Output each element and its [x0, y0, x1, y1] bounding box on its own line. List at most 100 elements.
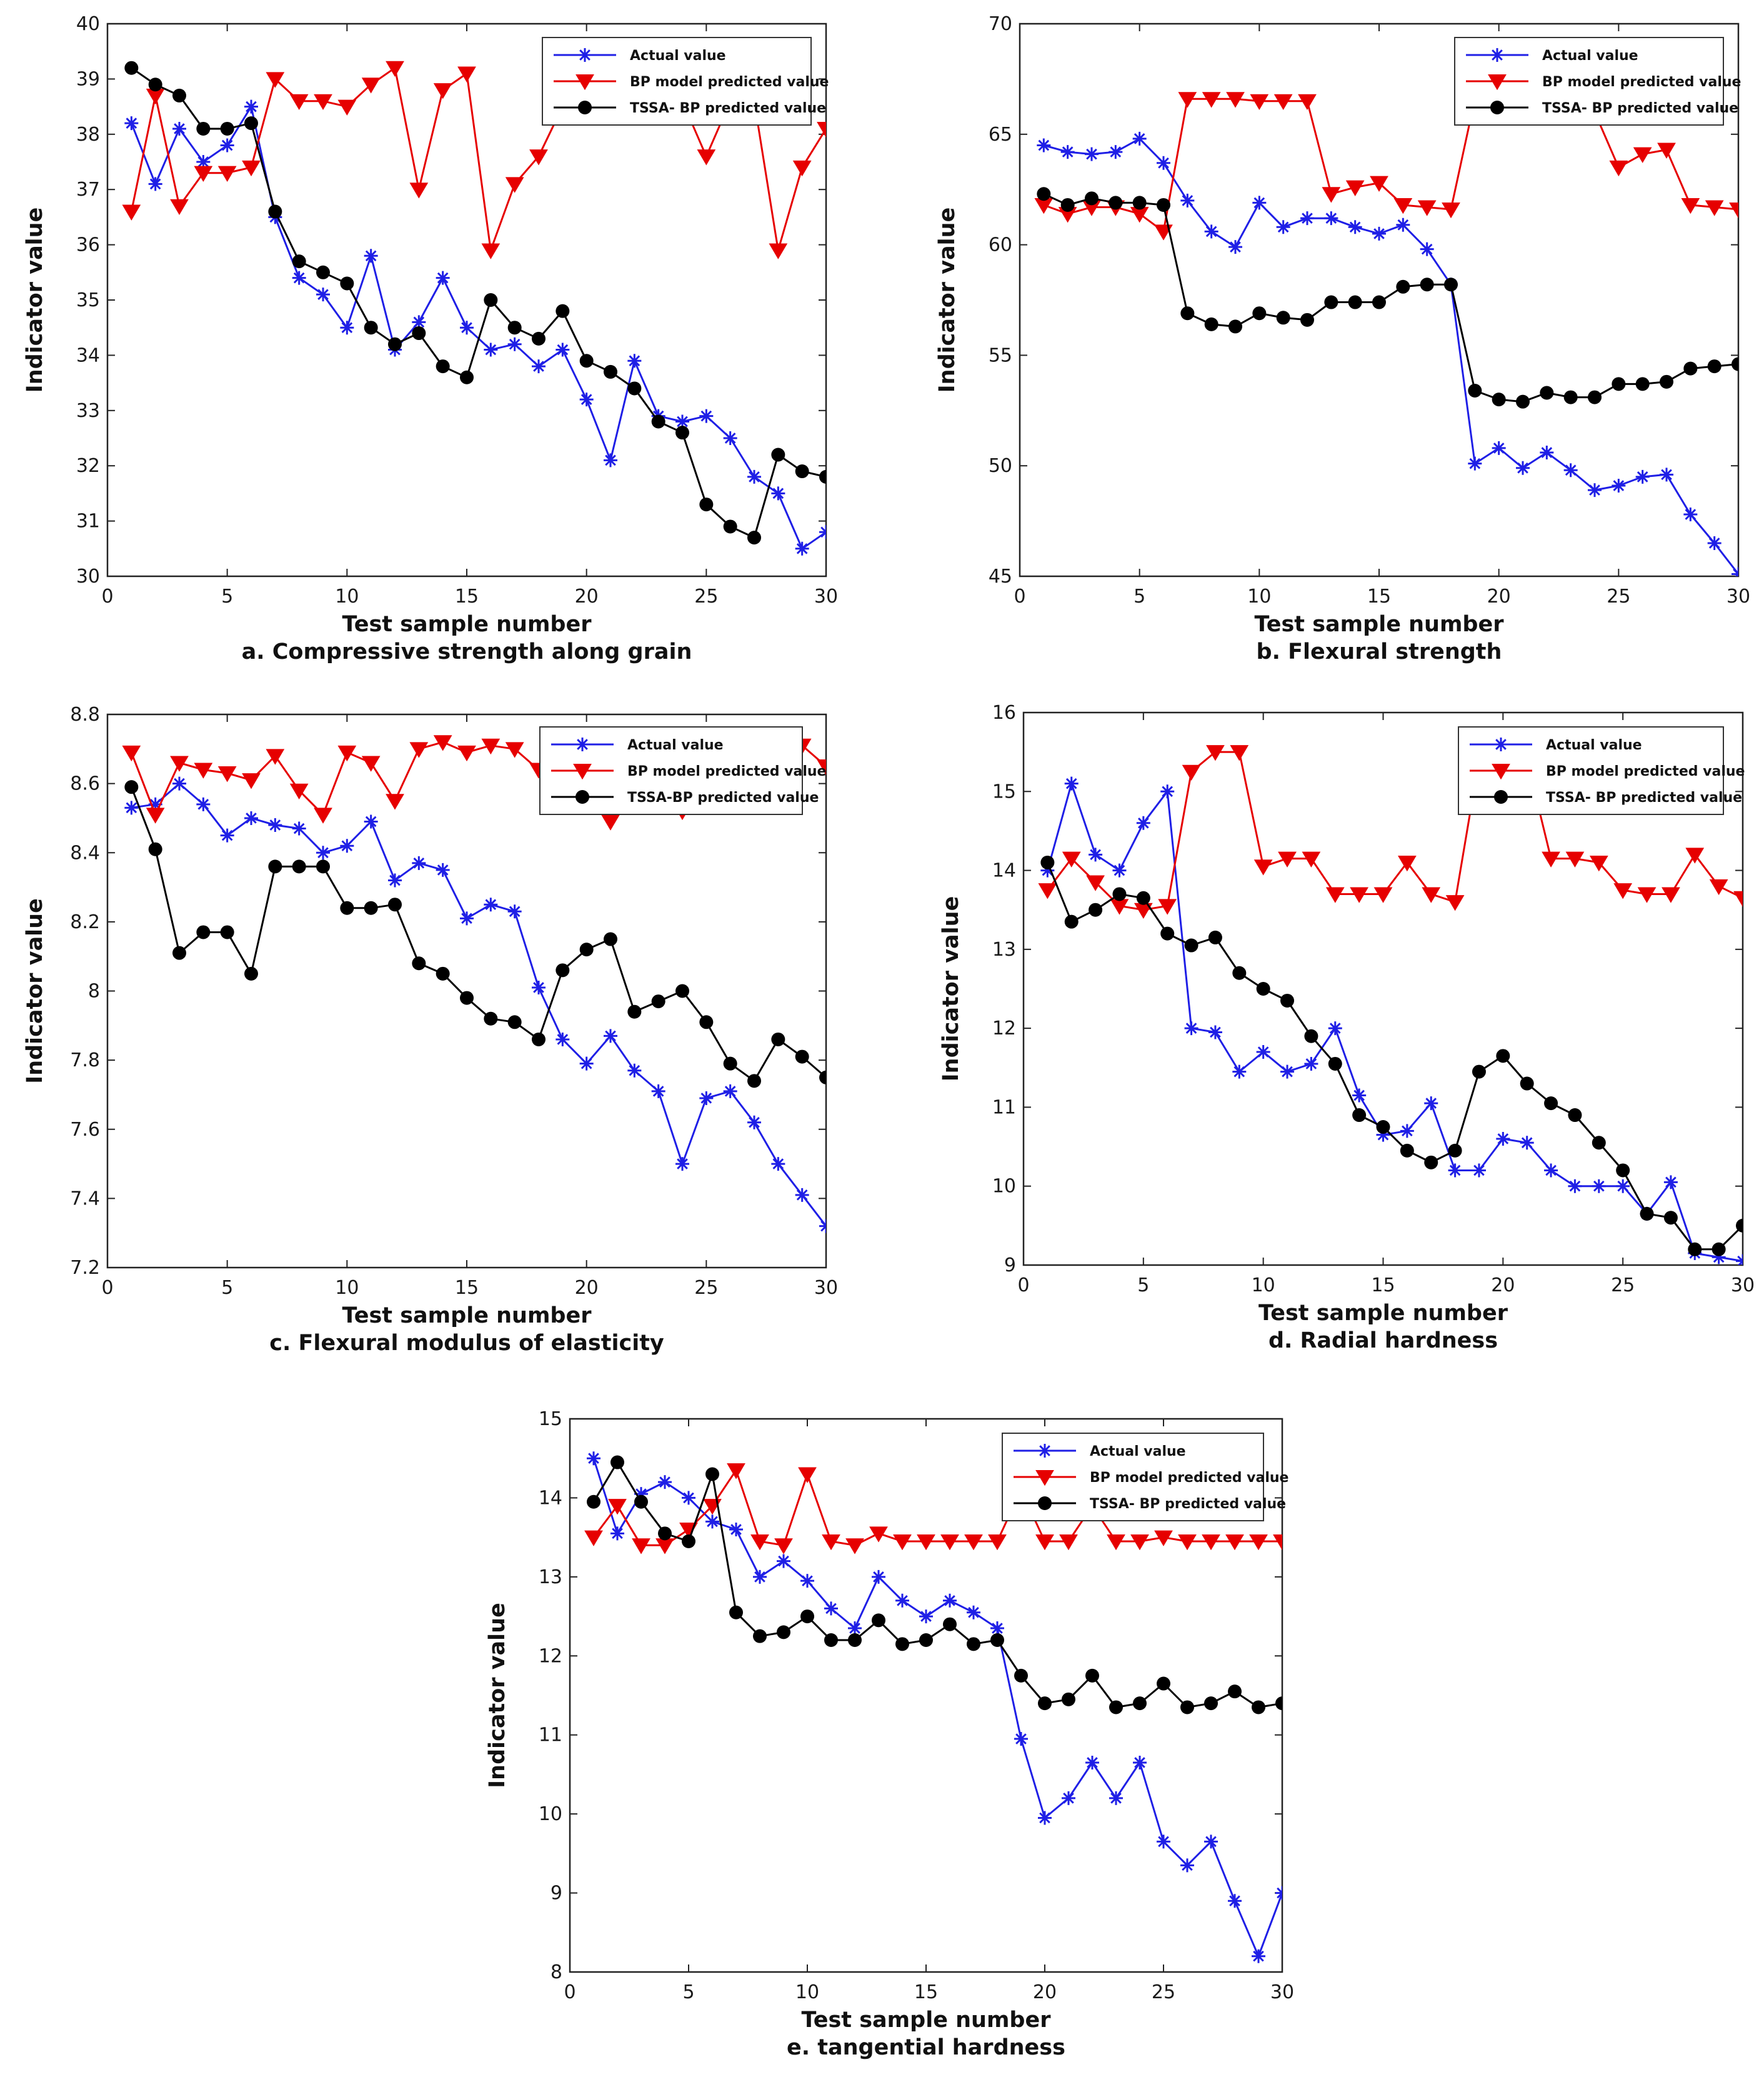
data-point-bp — [1154, 1530, 1173, 1546]
data-point-tssa — [1180, 306, 1195, 321]
chart-panel: 0 5 10 15 20 25 30 9 10 11 12 13 14 15 16 Test sample n… — [939, 702, 1755, 1353]
x-tick-label: 0 — [101, 1277, 113, 1299]
legend-marker-bp — [1492, 764, 1510, 780]
x-tick-label: 30 — [814, 586, 838, 608]
y-tick-label: 10 — [539, 1803, 562, 1825]
data-point-bp — [337, 745, 357, 762]
data-point-tssa — [1376, 1120, 1390, 1134]
data-point-actual — [967, 1605, 980, 1619]
y-tick-label: 12 — [992, 1018, 1016, 1039]
data-point-tssa — [172, 946, 186, 960]
data-point-actual — [1038, 1811, 1052, 1825]
data-point-bp — [266, 749, 285, 765]
data-point-bp — [1370, 176, 1388, 192]
x-tick-label: 10 — [795, 1981, 819, 2003]
x-tick-label: 30 — [1731, 1274, 1755, 1296]
y-tick-label: 70 — [989, 13, 1012, 35]
data-point-actual — [1660, 468, 1673, 482]
data-point-tssa — [532, 331, 546, 346]
data-point-actual — [1204, 224, 1218, 239]
data-point-bp — [632, 1538, 650, 1554]
data-point-actual — [507, 337, 522, 351]
data-point-tssa — [1400, 1143, 1414, 1158]
data-point-bp — [988, 1534, 1007, 1551]
data-point-tssa — [1300, 313, 1314, 327]
data-point-tssa — [1064, 914, 1079, 929]
data-point-tssa — [747, 531, 761, 545]
data-point-actual — [196, 155, 211, 169]
data-point-actual — [412, 315, 426, 329]
data-point-tssa — [682, 1534, 695, 1548]
y-tick-label: 34 — [76, 344, 100, 366]
data-point-bp — [1253, 859, 1273, 876]
x-axis-label: Test sample number — [1255, 612, 1505, 637]
data-point-tssa — [627, 1004, 642, 1019]
data-point-tssa — [436, 966, 450, 981]
data-point-bp — [1249, 1534, 1268, 1551]
y-tick-label: 7.8 — [70, 1049, 100, 1071]
y-tick-label: 30 — [76, 566, 100, 588]
data-point-tssa — [1372, 295, 1386, 309]
data-point-tssa — [388, 898, 402, 912]
x-tick-label: 30 — [814, 1277, 838, 1299]
data-point-actual — [1275, 1886, 1282, 1900]
data-point-tssa — [1472, 1064, 1486, 1079]
data-point-bp — [1225, 1534, 1244, 1551]
data-point-bp — [1417, 200, 1437, 216]
data-point-tssa — [460, 991, 474, 1005]
data-point-actual — [627, 354, 642, 368]
data-point-bp — [314, 808, 332, 824]
data-point-tssa — [460, 370, 474, 384]
data-point-bp — [457, 745, 476, 762]
data-point-bp — [817, 759, 826, 776]
data-point-actual — [1663, 1175, 1678, 1189]
data-point-bp — [1445, 895, 1465, 911]
data-point-bp — [1350, 887, 1369, 903]
legend-label-bp: BP model predicted value — [1090, 1470, 1288, 1486]
data-point-actual — [771, 1157, 785, 1171]
data-point-tssa — [124, 61, 139, 75]
data-point-bp — [386, 61, 404, 78]
data-point-tssa — [1492, 393, 1506, 407]
data-point-bp — [409, 183, 429, 199]
data-point-actual — [990, 1621, 1004, 1636]
data-point-bp — [433, 83, 452, 99]
data-point-bp — [170, 199, 189, 216]
data-point-actual — [747, 1115, 761, 1129]
legend-label-tssa: TSSA-BP predicted value — [627, 790, 819, 806]
x-tick-label: 0 — [1017, 1274, 1029, 1296]
data-point-tssa — [244, 116, 258, 131]
chart-caption: e. tangential hardness — [787, 2035, 1065, 2060]
y-tick-label: 10 — [992, 1176, 1016, 1198]
data-point-bp — [1393, 198, 1413, 214]
x-axis-label: Test sample number — [802, 2008, 1052, 2033]
data-point-actual — [1180, 1858, 1194, 1873]
y-tick-label: 60 — [989, 234, 1012, 256]
data-point-actual — [364, 814, 378, 829]
data-point-actual — [705, 1514, 719, 1529]
data-point-actual — [1324, 211, 1338, 226]
data-point-actual — [244, 99, 258, 114]
y-tick-label: 31 — [76, 511, 100, 533]
y-tick-label: 14 — [992, 860, 1016, 882]
x-axis-label: Test sample number — [1258, 1301, 1508, 1326]
data-point-tssa — [1444, 278, 1458, 292]
data-point-actual — [1736, 1254, 1743, 1265]
data-point-tssa — [1184, 938, 1198, 953]
data-point-bp — [1681, 198, 1700, 214]
data-point-tssa — [1304, 1029, 1318, 1043]
data-point-tssa — [148, 78, 162, 92]
data-point-bp — [822, 1534, 840, 1551]
data-point-actual — [1112, 863, 1127, 878]
data-point-bp — [1278, 851, 1297, 868]
y-axis-label: Indicator value — [22, 208, 47, 393]
data-point-tssa — [1060, 198, 1075, 212]
data-point-actual — [1616, 1179, 1630, 1193]
data-point-bp — [1230, 745, 1249, 761]
data-point-tssa — [1276, 311, 1290, 325]
data-point-actual — [507, 904, 522, 919]
data-point-actual — [316, 846, 330, 860]
data-point-actual — [1276, 220, 1290, 234]
data-point-tssa — [634, 1494, 648, 1509]
data-point-actual — [1448, 1163, 1462, 1178]
